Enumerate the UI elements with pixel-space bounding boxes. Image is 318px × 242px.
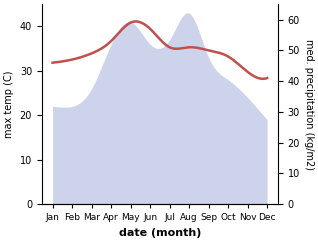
X-axis label: date (month): date (month)	[119, 228, 201, 238]
Y-axis label: med. precipitation (kg/m2): med. precipitation (kg/m2)	[304, 39, 314, 170]
Y-axis label: max temp (C): max temp (C)	[4, 70, 14, 138]
